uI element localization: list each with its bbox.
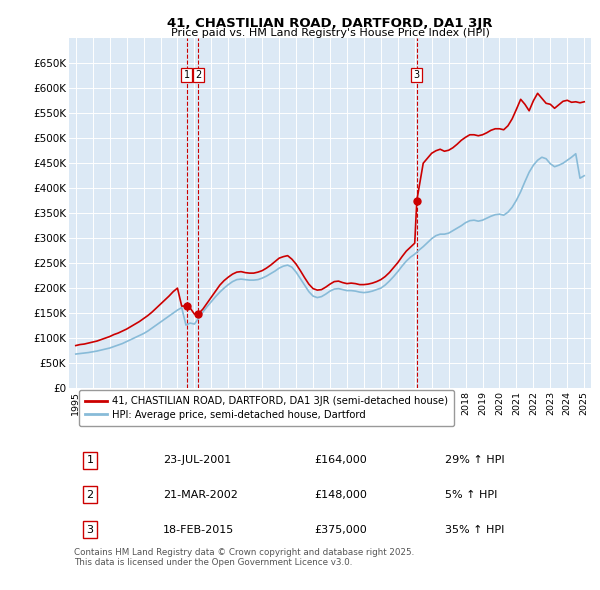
Text: £375,000: £375,000 — [314, 525, 367, 535]
Text: Price paid vs. HM Land Registry's House Price Index (HPI): Price paid vs. HM Land Registry's House … — [170, 28, 490, 38]
Text: 21-MAR-2002: 21-MAR-2002 — [163, 490, 238, 500]
Text: Contains HM Land Registry data © Crown copyright and database right 2025.
This d: Contains HM Land Registry data © Crown c… — [74, 548, 415, 567]
Text: 2: 2 — [86, 490, 94, 500]
Text: 2: 2 — [195, 70, 201, 80]
Text: 5% ↑ HPI: 5% ↑ HPI — [445, 490, 497, 500]
Text: 1: 1 — [86, 455, 94, 466]
Text: £148,000: £148,000 — [314, 490, 367, 500]
Text: 3: 3 — [86, 525, 94, 535]
Text: 35% ↑ HPI: 35% ↑ HPI — [445, 525, 504, 535]
Text: 3: 3 — [414, 70, 420, 80]
Text: 23-JUL-2001: 23-JUL-2001 — [163, 455, 231, 466]
Legend: 41, CHASTILIAN ROAD, DARTFORD, DA1 3JR (semi-detached house), HPI: Average price: 41, CHASTILIAN ROAD, DARTFORD, DA1 3JR (… — [79, 391, 454, 426]
Text: 1: 1 — [184, 70, 190, 80]
Text: 18-FEB-2015: 18-FEB-2015 — [163, 525, 234, 535]
Text: 29% ↑ HPI: 29% ↑ HPI — [445, 455, 505, 466]
Text: 41, CHASTILIAN ROAD, DARTFORD, DA1 3JR: 41, CHASTILIAN ROAD, DARTFORD, DA1 3JR — [167, 17, 493, 30]
Text: £164,000: £164,000 — [314, 455, 367, 466]
